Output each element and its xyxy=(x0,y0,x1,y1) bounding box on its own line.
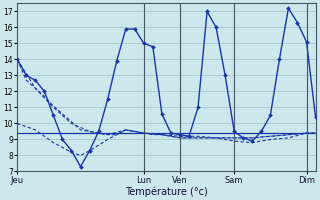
X-axis label: Température (°c): Température (°c) xyxy=(125,186,208,197)
